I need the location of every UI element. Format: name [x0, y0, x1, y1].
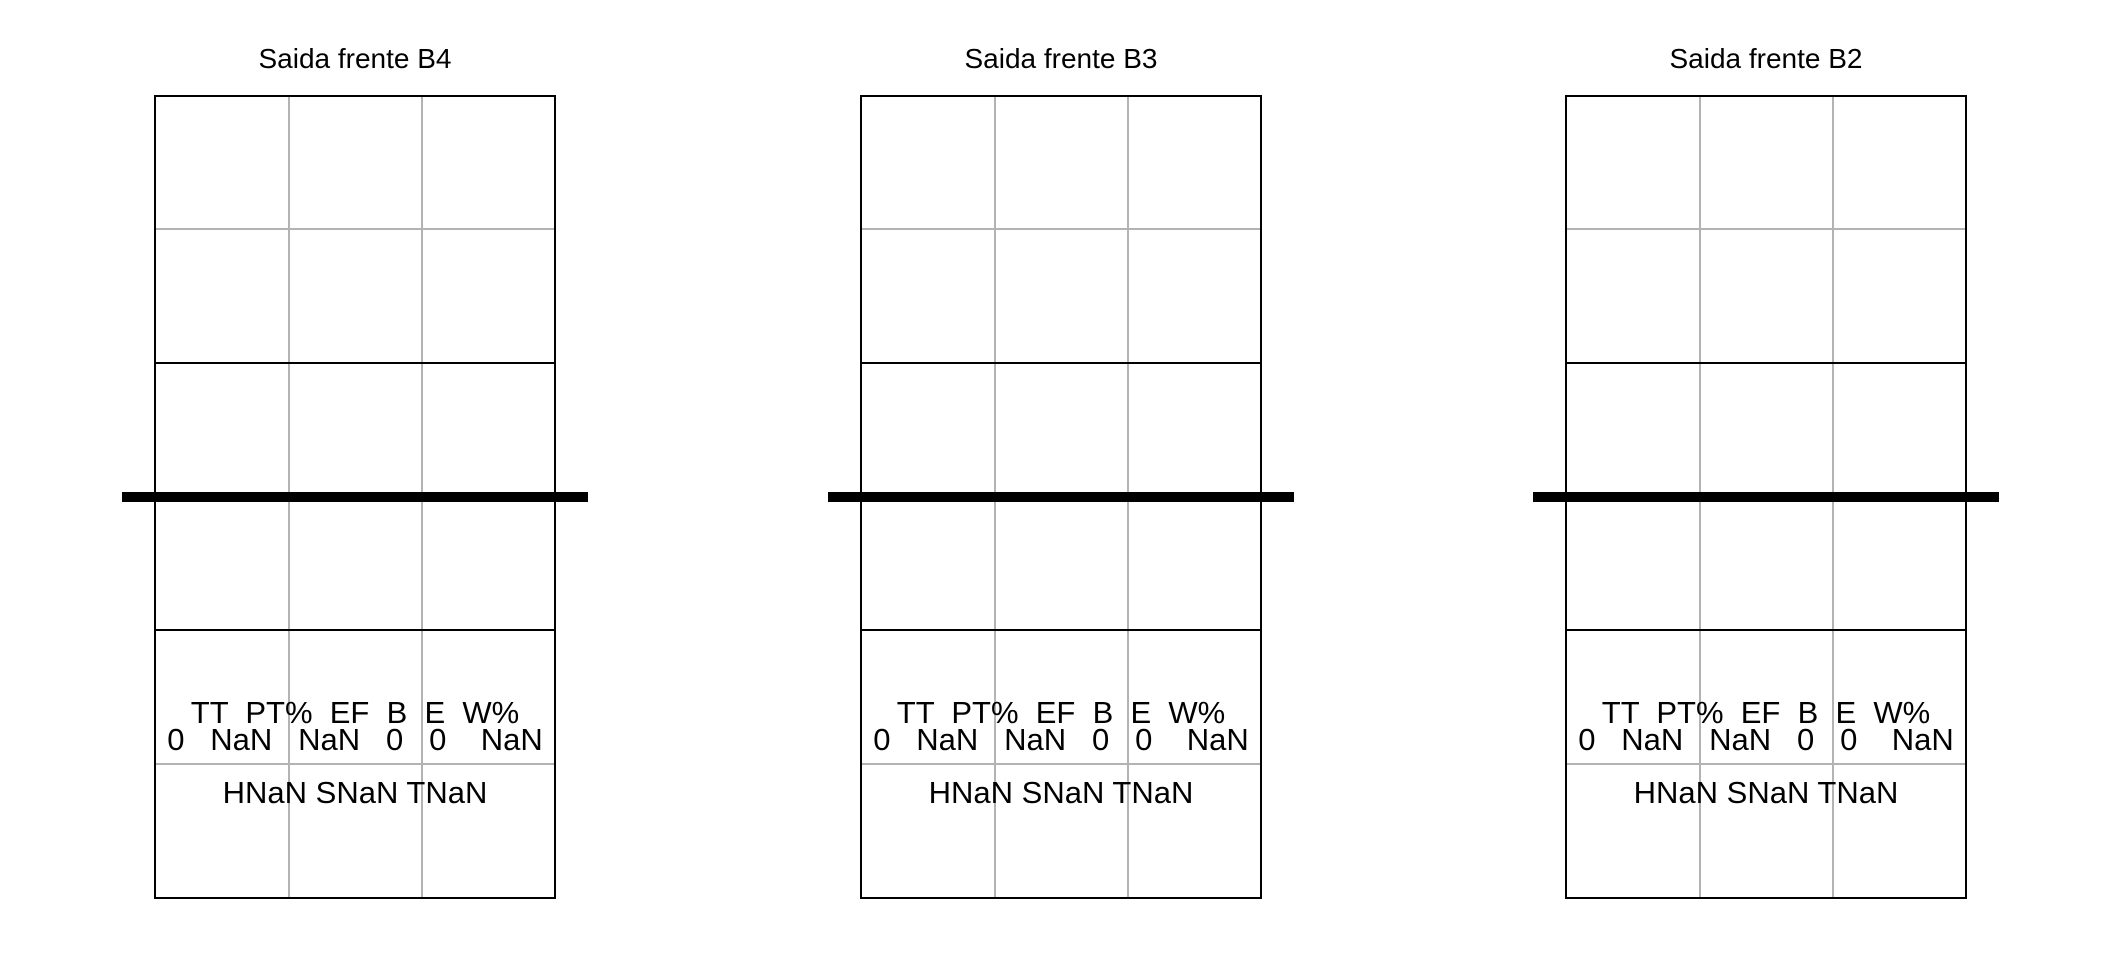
stats-breakdown: HNaN SNaN TNaN — [929, 775, 1194, 810]
stats-header: TT PT% EF B E W% — [897, 695, 1225, 730]
panel-title: Saida frente B2 — [1669, 43, 1862, 74]
court-panel-1: Saida frente B4 TT PT% EF B E W% 0 NaN N… — [122, 43, 588, 899]
stats-values: 0 NaN NaN 0 0 NaN — [1578, 722, 1954, 757]
stats-header: TT PT% EF B E W% — [191, 695, 519, 730]
court-panel-2: Saida frente B3 TT PT% EF B E W% 0 NaN N… — [828, 43, 1294, 899]
panel-title: Saida frente B4 — [258, 43, 451, 74]
stats-breakdown: HNaN SNaN TNaN — [1634, 775, 1899, 810]
stats-values: 0 NaN NaN 0 0 NaN — [873, 722, 1249, 757]
stats-values: 0 NaN NaN 0 0 NaN — [167, 722, 543, 757]
panel-title: Saida frente B3 — [964, 43, 1157, 74]
stats-breakdown: HNaN SNaN TNaN — [223, 775, 488, 810]
stats-header: TT PT% EF B E W% — [1602, 695, 1930, 730]
court-panel-3: Saida frente B2 TT PT% EF B E W% 0 NaN N… — [1533, 43, 1999, 899]
